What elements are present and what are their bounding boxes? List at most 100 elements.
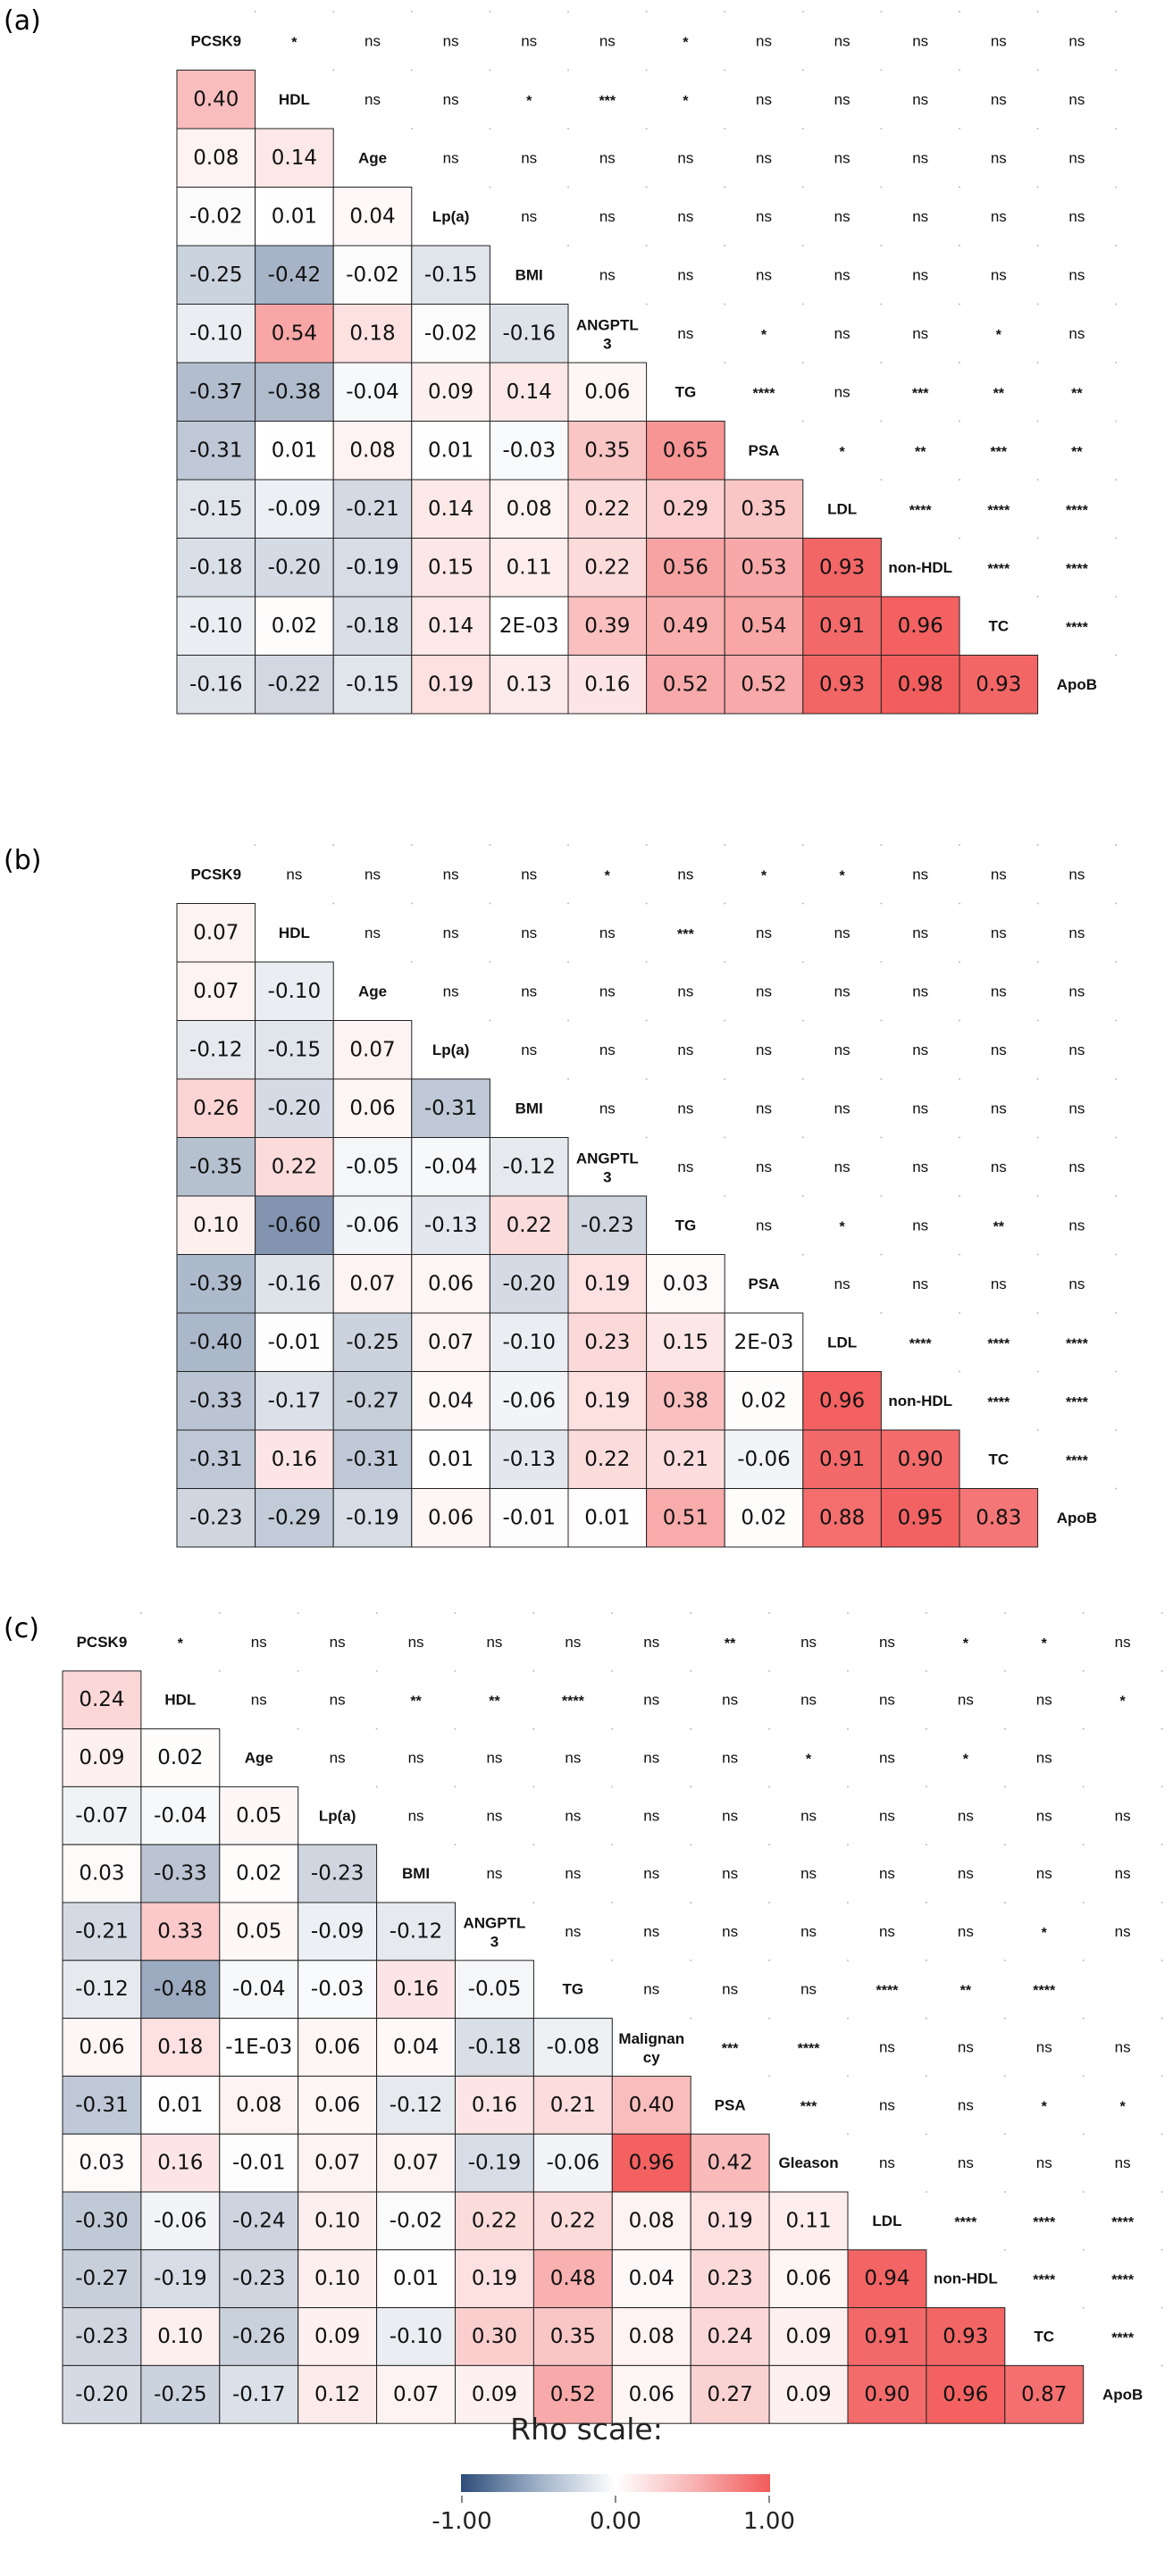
- grid-dot: [925, 1669, 927, 1672]
- significance-marker: ns: [1068, 208, 1085, 225]
- significance-marker: **: [915, 445, 926, 460]
- significance-marker: ns: [364, 91, 381, 108]
- variable-label: non-HDL: [934, 2271, 998, 2287]
- grid-dot: [880, 69, 883, 71]
- significance-marker: *: [526, 94, 532, 109]
- grid-dot: [847, 1669, 849, 1672]
- rho-value: -0.23: [232, 2267, 286, 2290]
- rho-value: -0.23: [581, 1214, 634, 1237]
- heatmap-cell: [140, 2075, 221, 2135]
- grid-dot: [1036, 961, 1039, 963]
- significance-marker: ****: [1066, 1395, 1089, 1410]
- grid-dot: [645, 186, 648, 188]
- heatmap-cell: [532, 2018, 613, 2077]
- rho-value: 0.91: [819, 1448, 865, 1471]
- grid-dot: [1003, 1727, 1006, 1730]
- heatmap-cell: [140, 2191, 221, 2251]
- grid-dot: [567, 245, 569, 247]
- rho-value: 0.02: [272, 615, 317, 638]
- grid-dot: [1003, 1669, 1006, 1672]
- grid-dot: [567, 186, 569, 188]
- heatmap-cell: [455, 2133, 534, 2193]
- rho-scale-legend: Rho scale: -1.00 0.00 1.00: [0, 2412, 1173, 2572]
- grid-dot: [489, 844, 491, 846]
- significance-marker: *: [1120, 1694, 1127, 1710]
- grid-dot: [880, 961, 883, 963]
- variable-label: TG: [675, 383, 697, 400]
- grid-dot: [1115, 420, 1118, 422]
- grid-dot: [925, 2133, 927, 2136]
- rho-value: -0.60: [268, 1214, 322, 1237]
- significance-marker: ns: [1115, 2154, 1131, 2171]
- rho-value: 0.01: [157, 2094, 203, 2117]
- significance-marker: ns: [486, 1807, 502, 1824]
- rho-value: -0.10: [502, 1331, 556, 1354]
- rho-value: 0.08: [507, 498, 552, 521]
- rho-value: 0.56: [663, 556, 708, 579]
- grid-dot: [1003, 2248, 1006, 2251]
- rho-value: 0.06: [349, 1097, 395, 1120]
- grid-dot: [925, 1902, 927, 1903]
- significance-marker: ns: [1036, 2154, 1052, 2171]
- rho-value: 0.93: [943, 2325, 988, 2348]
- grid-dot: [1003, 1612, 1006, 1614]
- variable-label: PSA: [749, 1275, 780, 1292]
- significance-marker: ns: [912, 266, 928, 283]
- significance-marker: ns: [991, 866, 1007, 882]
- legend-min-label: -1.00: [431, 2508, 492, 2535]
- rho-value: -0.42: [268, 263, 322, 287]
- heatmap-cell: [332, 1312, 413, 1372]
- grid-dot: [1115, 902, 1118, 905]
- variable-label: Gleason: [779, 2154, 839, 2171]
- grid-dot: [1082, 1844, 1085, 1846]
- significance-marker: ns: [958, 1807, 974, 1824]
- rho-value: 0.52: [663, 673, 708, 696]
- heatmap-cell: [219, 1786, 299, 1845]
- grid-dot: [567, 128, 569, 130]
- rho-value: 0.29: [663, 498, 708, 521]
- significance-marker: ns: [991, 1275, 1007, 1292]
- variable-label: ANGPTL 3: [464, 1914, 526, 1950]
- rho-value: 2E-03: [499, 615, 559, 638]
- significance-marker: *: [291, 35, 297, 50]
- heatmap-cell: [489, 1312, 569, 1372]
- rho-value: -0.19: [346, 556, 399, 579]
- grid-dot: [489, 902, 491, 905]
- heatmap-cell: [455, 2191, 534, 2251]
- rho-value: -0.05: [468, 1978, 522, 2001]
- heatmap-cell: [176, 961, 256, 1021]
- grid-dot: [724, 303, 726, 305]
- grid-dot: [959, 844, 960, 846]
- variable-label: HDL: [164, 1692, 196, 1709]
- heatmap-cell: [567, 1195, 648, 1255]
- heatmap-cell: [376, 2191, 457, 2251]
- heatmap-cell: [455, 2075, 534, 2135]
- significance-marker: ns: [677, 208, 693, 225]
- grid-dot: [1036, 596, 1039, 598]
- significance-marker: ns: [443, 924, 459, 941]
- heatmap-cell: [255, 421, 334, 481]
- rho-value: 0.03: [79, 1862, 124, 1886]
- grid-dot: [1115, 1078, 1118, 1080]
- heatmap-cell: [411, 596, 490, 656]
- significance-marker: **: [410, 1694, 422, 1710]
- grid-dot: [959, 479, 960, 481]
- rho-value: 0.48: [550, 2267, 596, 2290]
- significance-marker: ****: [798, 2042, 821, 2057]
- variable-label: HDL: [279, 924, 310, 941]
- grid-dot: [847, 1727, 849, 1730]
- rho-value: 0.98: [898, 673, 943, 696]
- significance-marker: ns: [834, 1158, 850, 1175]
- significance-marker: ns: [756, 208, 772, 225]
- rho-value: 0.87: [1021, 2383, 1067, 2406]
- heatmap-cell: [255, 1429, 334, 1489]
- rho-value: 0.52: [550, 2383, 596, 2406]
- grid-dot: [1160, 1669, 1163, 1672]
- significance-marker: ns: [521, 208, 537, 225]
- rho-value: -1E-03: [225, 2036, 292, 2059]
- significance-marker: ns: [912, 1100, 928, 1117]
- grid-dot: [690, 1902, 692, 1903]
- variable-label: PSA: [749, 442, 780, 459]
- rho-value: 0.07: [393, 2383, 439, 2406]
- heatmap-cell: [880, 655, 960, 715]
